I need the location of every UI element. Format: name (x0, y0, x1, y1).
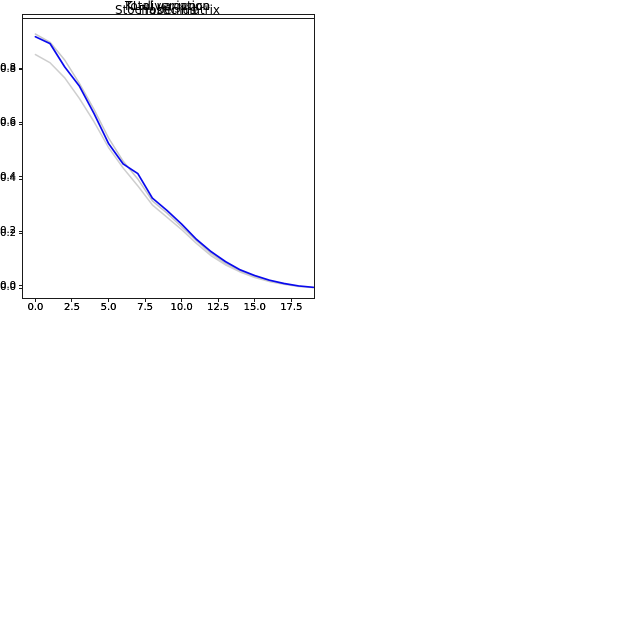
x-tick (290, 298, 292, 302)
y-tick-label: 0.2 (0, 227, 16, 239)
y-tick (19, 121, 23, 123)
y-tick-label: 0.4 (0, 173, 16, 184)
x-tick-label: 10.0 (170, 302, 193, 313)
y-tick-label: 0.6 (0, 118, 16, 130)
x-tick-label: 2.5 (64, 302, 80, 313)
y-tick-label: 0.4 (0, 173, 16, 184)
y-tick-label: 0.8 (0, 62, 16, 74)
x-tick (108, 298, 110, 302)
x-tick-label: 12.5 (207, 302, 230, 313)
x-tick-label: 12.5 (207, 302, 230, 313)
x-tick (71, 298, 73, 302)
subplot-title: KL divergence (124, 0, 211, 13)
y-tick (19, 233, 23, 235)
y-tick-label: 0.8 (0, 62, 16, 74)
y-tick (19, 123, 23, 125)
x-tick (217, 298, 219, 302)
x-tick-label: 17.5 (280, 302, 303, 313)
x-tick-label: 7.5 (137, 302, 154, 313)
main-line (34, 35, 314, 289)
y-tick (19, 67, 23, 69)
y-tick-label: 0.0 (0, 279, 16, 291)
reference-2-line (34, 53, 314, 289)
y-tick-label: 0.4 (0, 170, 16, 182)
y-tick (19, 230, 23, 232)
x-tick-label: 0.0 (27, 302, 44, 313)
x-tick-label: 5.0 (100, 302, 117, 313)
x-tick-label: 5.0 (100, 302, 117, 313)
y-tick (19, 285, 23, 287)
y-tick-label: 0.6 (0, 116, 16, 128)
subplot-title: Frobenius (138, 3, 197, 17)
y-tick-label: 0.0 (0, 282, 16, 294)
plot-area: 0.0 2.5 5.0 7.5 10.0 12.5 15.0 17.5 0.0 0.2 0.4 0.6… (0, 18, 315, 313)
y-tick-label: 0.2 (0, 225, 16, 237)
y-tick (19, 69, 23, 71)
x-tick-label: 7.5 (137, 302, 154, 313)
x-tick (34, 298, 36, 302)
reference-1-line (34, 33, 314, 289)
x-tick (254, 298, 256, 302)
subplot-stochastic-matrix: Stochastic matrix 0.0 2.5 5.0 7.5 10.0 12.5 15… (0, 0, 320, 318)
x-tick (181, 298, 183, 302)
x-tick-label: 12.5 (207, 302, 230, 313)
x-tick-label: 0.0 (27, 302, 44, 313)
line-chart-svg (34, 33, 314, 289)
x-tick-label: 17.5 (280, 302, 303, 313)
y-tick (19, 176, 23, 178)
y-tick-label: 0.6 (0, 116, 16, 128)
x-tick-label: 15.0 (243, 302, 266, 313)
y-tick-label: 0.8 (0, 63, 16, 75)
x-tick-label: 7.5 (137, 302, 154, 313)
y-tick-label: 0.2 (0, 225, 16, 237)
x-tick-label: 10.0 (170, 302, 193, 313)
x-tick-label: 5.0 (100, 302, 117, 313)
x-tick-label: 15.0 (243, 302, 266, 313)
x-tick-label: 15.0 (243, 302, 266, 313)
x-tick (144, 298, 146, 302)
y-tick (19, 287, 23, 289)
x-tick-label: 10.0 (170, 302, 193, 313)
x-tick-label: 2.5 (64, 302, 80, 313)
x-tick-label: 0.0 (27, 302, 44, 313)
y-tick-label: 0.0 (0, 282, 16, 294)
x-tick-label: 12.5 (207, 302, 230, 313)
x-tick-label: 2.5 (64, 302, 80, 313)
x-tick-label: 17.5 (280, 302, 303, 313)
subplot-title: Total variation (125, 0, 210, 13)
x-tick-label: 5.0 (100, 302, 117, 313)
x-tick-label: 10.0 (170, 302, 193, 313)
y-tick-label: 0.8 (0, 63, 16, 75)
x-tick-label: 2.5 (64, 302, 80, 313)
y-tick-label: 0.0 (0, 279, 16, 291)
x-tick-label: 15.0 (243, 302, 266, 313)
subplot-title: Stochastic matrix (114, 3, 221, 17)
x-tick-label: 17.5 (280, 302, 303, 313)
y-tick-label: 0.2 (0, 227, 16, 239)
x-tick-label: 0.0 (27, 302, 44, 313)
y-tick (19, 178, 23, 180)
x-tick-label: 7.5 (137, 302, 154, 313)
y-tick-label: 0.4 (0, 170, 16, 182)
y-tick-label: 0.6 (0, 118, 16, 130)
